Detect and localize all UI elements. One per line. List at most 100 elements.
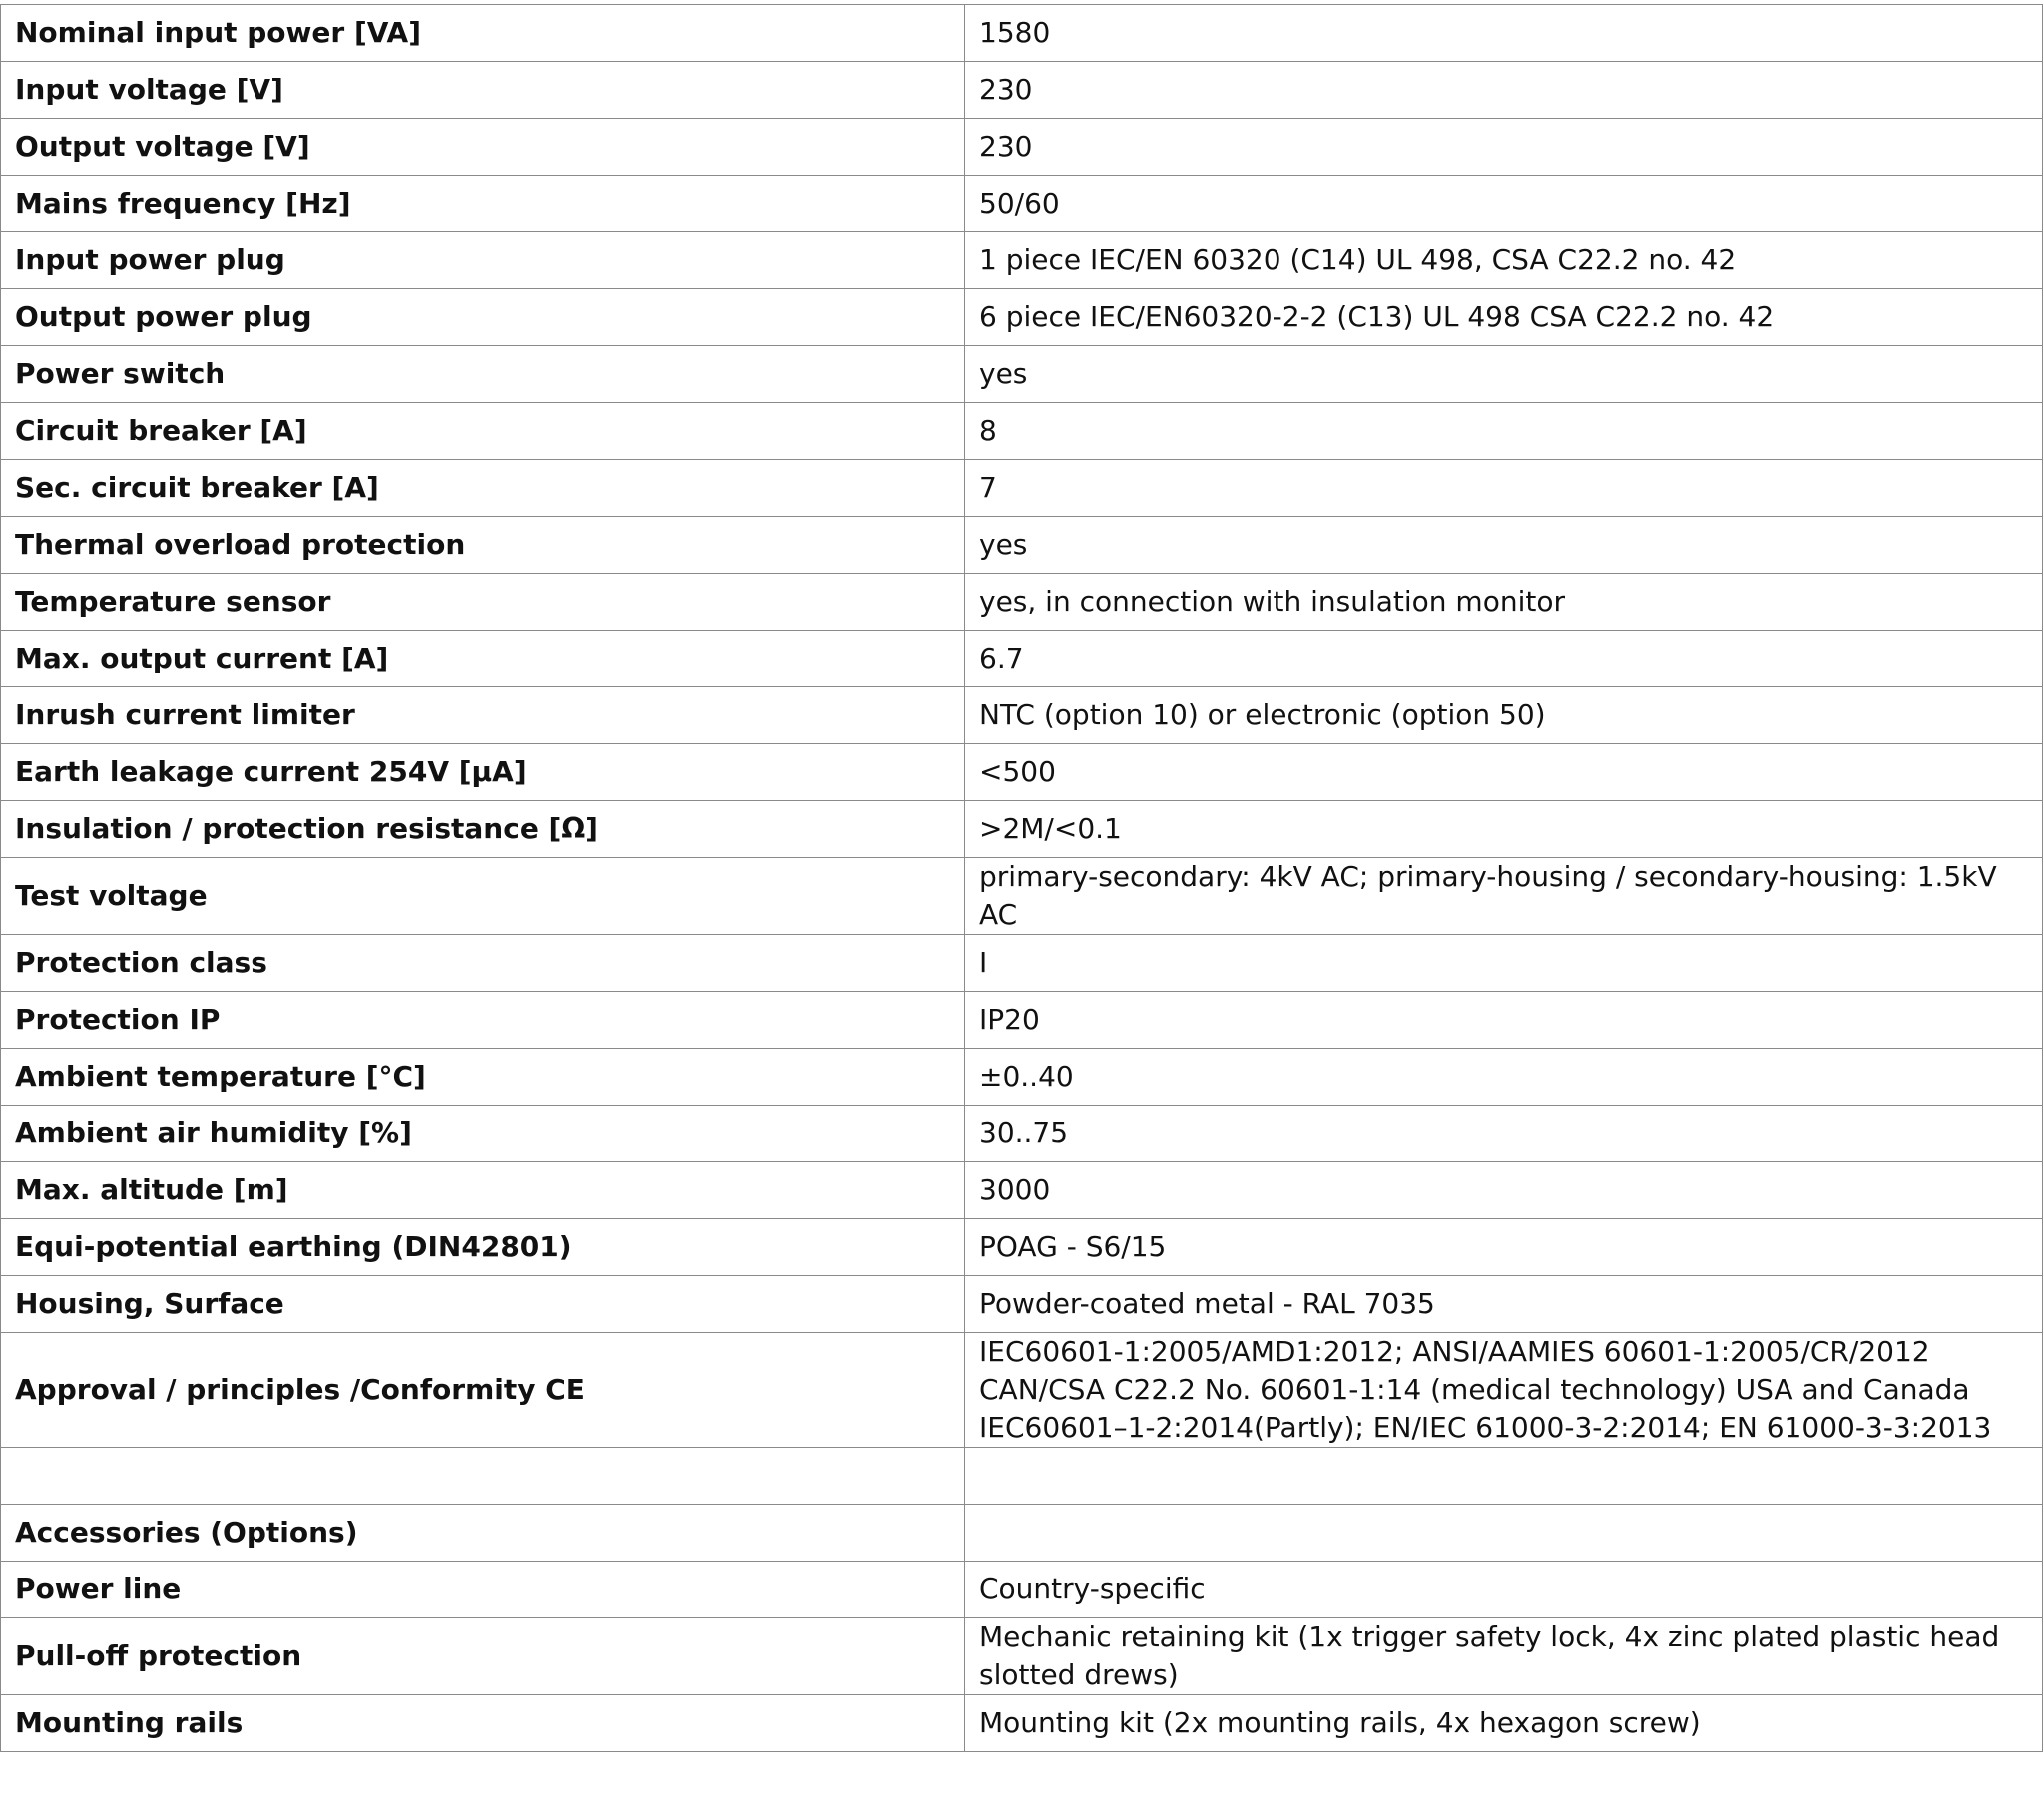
spec-label: Mounting rails — [0, 1694, 965, 1752]
spec-label: Approval / principles /Conformity CE — [0, 1332, 965, 1448]
spec-value: 230 — [964, 61, 2043, 119]
spec-value-line: yes, in connection with insulation monit… — [979, 585, 1565, 618]
table-row — [0, 1447, 2043, 1505]
table-row: Equi-potential earthing (DIN42801) POAG -… — [0, 1218, 2043, 1276]
spec-value: 6.7 — [964, 630, 2043, 687]
spec-value-line: Mechanic retaining kit (1x trigger safet… — [979, 1620, 2000, 1653]
spec-value-line: yes — [979, 357, 1028, 390]
spec-label — [0, 1447, 965, 1505]
spec-value-line: 6.7 — [979, 642, 1024, 674]
table-row: Protection IP IP20 — [0, 991, 2043, 1049]
specification-table-body: Nominal input power [VA] 1580 Input voltag… — [0, 4, 2043, 1752]
spec-value-line: ±0..40 — [979, 1060, 1074, 1093]
spec-value: 230 — [964, 118, 2043, 176]
spec-value-line: 3000 — [979, 1173, 1051, 1206]
table-row: Earth leakage current 254V [µA] <500 — [0, 743, 2043, 801]
spec-label: Output power plug — [0, 288, 965, 346]
spec-value: ±0..40 — [964, 1048, 2043, 1106]
table-row: Sec. circuit breaker [A] 7 — [0, 459, 2043, 517]
table-row: Circuit breaker [A] 8 — [0, 402, 2043, 460]
spec-label: Ambient temperature [°C] — [0, 1048, 965, 1106]
spec-value-line: 8 — [979, 414, 997, 447]
spec-value-line: 1580 — [979, 16, 1051, 49]
spec-value: Mounting kit (2x mounting rails, 4x hexa… — [964, 1694, 2043, 1752]
spec-label: Insulation / protection resistance [Ω] — [0, 800, 965, 858]
table-row: Mounting rails Mounting kit (2x mounting … — [0, 1694, 2043, 1752]
spec-value — [964, 1504, 2043, 1562]
spec-value-line: IP20 — [979, 1003, 1040, 1036]
spec-label: Max. output current [A] — [0, 630, 965, 687]
spec-value-line: 7 — [979, 471, 997, 504]
table-row: Approval / principles /Conformity CE IEC6… — [0, 1332, 2043, 1448]
table-row: Output voltage [V] 230 — [0, 118, 2043, 176]
spec-label: Equi-potential earthing (DIN42801) — [0, 1218, 965, 1276]
spec-value: 30..75 — [964, 1105, 2043, 1162]
spec-value: 6 piece IEC/EN60320-2-2 (C13) UL 498 CSA… — [964, 288, 2043, 346]
spec-value-line: POAG - S6/15 — [979, 1230, 1167, 1263]
spec-value-line: Mounting kit (2x mounting rails, 4x hexa… — [979, 1706, 1701, 1739]
spec-value — [964, 1447, 2043, 1505]
spec-value-line: NTC (option 10) or electronic (option 50… — [979, 698, 1546, 731]
spec-label: Input voltage [V] — [0, 61, 965, 119]
spec-label: Power switch — [0, 345, 965, 403]
spec-label: Power line — [0, 1561, 965, 1618]
table-row: Accessories (Options) — [0, 1504, 2043, 1562]
spec-value: yes — [964, 516, 2043, 574]
spec-value: I — [964, 934, 2043, 992]
spec-label: Temperature sensor — [0, 573, 965, 631]
spec-value-line: 230 — [979, 130, 1033, 163]
table-row: Max. altitude [m] 3000 — [0, 1161, 2043, 1219]
spec-label: Mains frequency [Hz] — [0, 175, 965, 232]
table-row: Insulation / protection resistance [Ω] >2… — [0, 800, 2043, 858]
spec-label: Pull-off protection — [0, 1617, 965, 1695]
spec-label: Thermal overload protection — [0, 516, 965, 574]
spec-value: POAG - S6/15 — [964, 1218, 2043, 1276]
spec-label: Test voltage — [0, 857, 965, 935]
spec-value: <500 — [964, 743, 2043, 801]
spec-value-line: slotted drews) — [979, 1658, 1179, 1691]
table-row: Power switch yes — [0, 345, 2043, 403]
spec-value-line: yes — [979, 528, 1028, 561]
table-row: Ambient air humidity [%] 30..75 — [0, 1105, 2043, 1162]
table-row: Protection class I — [0, 934, 2043, 992]
spec-label: Protection IP — [0, 991, 965, 1049]
spec-value-line: Powder-coated metal - RAL 7035 — [979, 1287, 1435, 1320]
spec-value-line: 230 — [979, 73, 1033, 106]
spec-label: Circuit breaker [A] — [0, 402, 965, 460]
spec-value-line: I — [979, 946, 988, 979]
table-row: Output power plug 6 piece IEC/EN60320-2-2… — [0, 288, 2043, 346]
spec-value: IEC60601-1:2005/AMD1:2012; ANSI/AAMIES 6… — [964, 1332, 2043, 1448]
table-row: Inrush current limiter NTC (option 10) or… — [0, 686, 2043, 744]
spec-value: 50/60 — [964, 175, 2043, 232]
spec-label: Ambient air humidity [%] — [0, 1105, 965, 1162]
spec-value: IP20 — [964, 991, 2043, 1049]
spec-value-line: >2M/<0.1 — [979, 812, 1122, 845]
spec-label: Output voltage [V] — [0, 118, 965, 176]
spec-label: Protection class — [0, 934, 965, 992]
table-row: Input power plug 1 piece IEC/EN 60320 (C1… — [0, 231, 2043, 289]
spec-value: Country-specific — [964, 1561, 2043, 1618]
spec-value-line: primary-secondary: 4kV AC; primary-housi… — [979, 860, 1997, 931]
spec-value-line: 6 piece IEC/EN60320-2-2 (C13) UL 498 CSA… — [979, 300, 1775, 333]
spec-value: Mechanic retaining kit (1x trigger safet… — [964, 1617, 2043, 1695]
spec-value: NTC (option 10) or electronic (option 50… — [964, 686, 2043, 744]
spec-label: Inrush current limiter — [0, 686, 965, 744]
spec-value-line: 30..75 — [979, 1117, 1069, 1149]
table-row: Pull-off protection Mechanic retaining ki… — [0, 1617, 2043, 1695]
spec-value: Powder-coated metal - RAL 7035 — [964, 1275, 2043, 1333]
specification-table: Nominal input power [VA] 1580 Input voltag… — [0, 4, 2043, 1752]
spec-value: 1 piece IEC/EN 60320 (C14) UL 498, CSA C… — [964, 231, 2043, 289]
spec-value: 3000 — [964, 1161, 2043, 1219]
spec-label: Max. altitude [m] — [0, 1161, 965, 1219]
spec-value: yes — [964, 345, 2043, 403]
spec-value-line: IEC60601-1:2005/AMD1:2012; ANSI/AAMIES 6… — [979, 1335, 1930, 1368]
spec-value-line: IEC60601–1-2:2014(Partly); EN/IEC 61000-… — [979, 1411, 1992, 1444]
spec-value: >2M/<0.1 — [964, 800, 2043, 858]
spec-label: Input power plug — [0, 231, 965, 289]
table-row: Thermal overload protection yes — [0, 516, 2043, 574]
spec-value-line: Country-specific — [979, 1572, 1206, 1605]
spec-value: 8 — [964, 402, 2043, 460]
spec-label: Housing, Surface — [0, 1275, 965, 1333]
spec-label: Earth leakage current 254V [µA] — [0, 743, 965, 801]
table-row: Input voltage [V] 230 — [0, 61, 2043, 119]
